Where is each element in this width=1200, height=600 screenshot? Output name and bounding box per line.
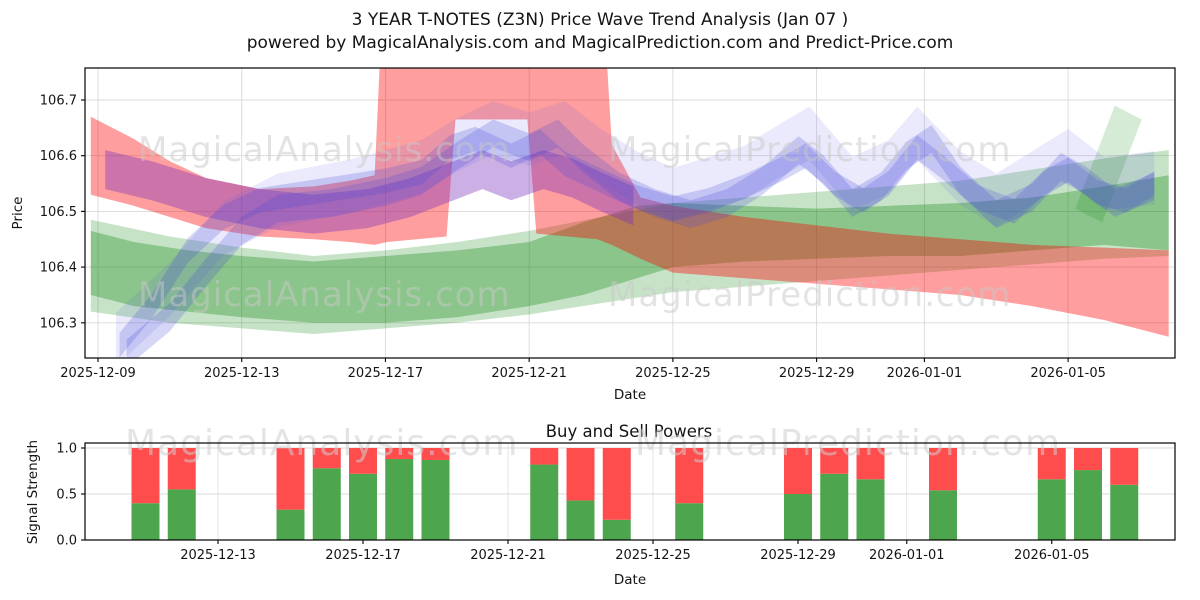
purple-band: [105, 150, 634, 234]
y-tick-label: 106.7: [40, 94, 77, 109]
buy-bar-segment: [784, 494, 812, 540]
signal-yaxis-label: Signal Strength: [25, 440, 41, 544]
sell-bar-segment: [820, 448, 849, 474]
sell-bar-segment: [675, 448, 704, 504]
sell-bar-segment: [856, 448, 885, 480]
y-tick-label: 106.6: [40, 149, 77, 164]
price-chart-grid: [85, 68, 1175, 358]
blue-band-wide: [115, 101, 1155, 358]
buy-bar-segment: [675, 503, 704, 540]
buy-sell-bars: [131, 448, 1139, 540]
x-tick-label: 2025-12-13: [180, 548, 256, 563]
sell-bar-segment: [1037, 448, 1066, 480]
price-wave-bands: [90, 68, 1169, 358]
signal-plot-border: [84, 442, 1176, 541]
buy-bar-segment: [1110, 484, 1139, 540]
sell-bar-segment: [349, 448, 377, 474]
buy-bar-segment: [131, 503, 160, 540]
x-tick-label: 2026-01-01: [887, 366, 963, 381]
watermark-analysis: MagicalAnalysis.com: [138, 130, 511, 170]
x-tick-label: 2025-12-17: [348, 366, 424, 381]
sell-bar-segment: [131, 448, 160, 504]
x-tick-label: 2025-12-21: [470, 548, 546, 563]
buy-bar-segment: [312, 468, 341, 540]
x-tick-label: 2026-01-05: [1014, 548, 1090, 563]
sell-bar-segment: [566, 448, 595, 501]
x-tick-label: 2026-01-01: [869, 548, 945, 563]
chart-subtitle: powered by MagicalAnalysis.com and Magic…: [247, 33, 954, 53]
sell-bar-segment: [167, 448, 196, 490]
watermark-prediction: MagicalPrediction.com: [608, 275, 1012, 315]
price-plot-border: [84, 67, 1176, 359]
sell-bar-segment: [602, 448, 631, 520]
red-band: [90, 68, 1169, 337]
x-tick-label: 2025-12-29: [779, 366, 855, 381]
y-tick-label: 1.0: [56, 442, 77, 457]
y-tick-label: 106.5: [40, 205, 77, 220]
x-tick-label: 2025-12-25: [635, 366, 711, 381]
buy-bar-segment: [856, 479, 885, 540]
sell-bar-segment: [1074, 448, 1102, 471]
chart-title: 3 YEAR T-NOTES (Z3N) Price Wave Trend An…: [352, 10, 849, 30]
x-tick-label: 2025-12-13: [204, 366, 280, 381]
signal-chart-ticks: 2025-12-13 2025-12-17 2025-12-21 2025-12-25…: [56, 442, 1089, 564]
blue-band-1: [119, 126, 1155, 358]
x-tick-label: 2025-12-17: [325, 548, 401, 563]
y-tick-label: 0.0: [56, 534, 77, 549]
price-yaxis-label: Price: [10, 197, 26, 230]
price-xaxis-label: Date: [614, 387, 646, 403]
buy-bar-segment: [929, 490, 957, 540]
x-tick-label: 2025-12-09: [60, 366, 136, 381]
buy-bar-segment: [385, 459, 414, 540]
buy-bar-segment: [276, 509, 305, 540]
sell-bar-segment: [312, 448, 341, 469]
price-chart-ticks: 2025-12-09 2025-12-13 2025-12-17 2025-12-21…: [40, 94, 1106, 382]
sell-bar-segment: [276, 448, 305, 510]
green-band: [90, 175, 1169, 323]
buy-bar-segment: [530, 464, 559, 540]
buy-bar-segment: [566, 500, 595, 540]
buy-bar-segment: [421, 459, 450, 540]
sell-bar-segment: [929, 448, 957, 491]
sell-bar-segment: [421, 448, 450, 460]
buy-bar-segment: [1037, 479, 1066, 540]
x-tick-label: 2025-12-21: [491, 366, 567, 381]
blue-band-2: [126, 119, 1155, 358]
light-green-band: [90, 150, 1169, 334]
watermark-analysis: MagicalAnalysis.com: [138, 275, 511, 315]
buy-bar-segment: [1074, 470, 1102, 540]
signal-chart-title: Buy and Sell Powers: [546, 422, 713, 441]
x-tick-label: 2026-01-05: [1030, 366, 1106, 381]
x-tick-label: 2025-12-25: [615, 548, 691, 563]
watermark-prediction: MagicalPrediction.com: [608, 130, 1012, 170]
y-tick-label: 0.5: [56, 488, 77, 503]
sell-bar-segment: [530, 448, 559, 465]
sell-bar-segment: [1110, 448, 1139, 485]
x-tick-label: 2025-12-29: [760, 548, 836, 563]
buy-bar-segment: [349, 473, 377, 540]
buy-bar-segment: [602, 519, 631, 540]
buy-bar-segment: [167, 489, 196, 540]
signal-xaxis-label: Date: [614, 572, 646, 588]
y-tick-label: 106.4: [40, 261, 77, 276]
green-streak: [1075, 105, 1142, 223]
y-tick-label: 106.3: [40, 316, 77, 331]
buy-bar-segment: [820, 473, 849, 540]
sell-bar-segment: [385, 448, 414, 460]
watermarks-top: MagicalAnalysis.com MagicalPrediction.co…: [138, 130, 1012, 315]
sell-bar-segment: [784, 448, 812, 494]
